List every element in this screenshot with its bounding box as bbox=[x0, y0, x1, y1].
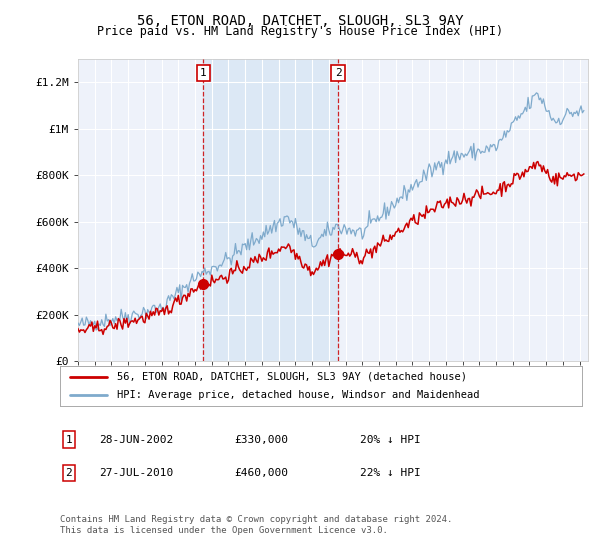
Text: £330,000: £330,000 bbox=[234, 435, 288, 445]
Text: £460,000: £460,000 bbox=[234, 468, 288, 478]
Text: 1: 1 bbox=[65, 435, 73, 445]
Text: 20% ↓ HPI: 20% ↓ HPI bbox=[360, 435, 421, 445]
Text: 27-JUL-2010: 27-JUL-2010 bbox=[99, 468, 173, 478]
Text: 2: 2 bbox=[335, 68, 341, 78]
Text: 28-JUN-2002: 28-JUN-2002 bbox=[99, 435, 173, 445]
Text: 22% ↓ HPI: 22% ↓ HPI bbox=[360, 468, 421, 478]
Text: Contains HM Land Registry data © Crown copyright and database right 2024.: Contains HM Land Registry data © Crown c… bbox=[60, 515, 452, 524]
Text: 56, ETON ROAD, DATCHET, SLOUGH, SL3 9AY: 56, ETON ROAD, DATCHET, SLOUGH, SL3 9AY bbox=[137, 14, 463, 28]
Text: 1: 1 bbox=[200, 68, 206, 78]
Text: 56, ETON ROAD, DATCHET, SLOUGH, SL3 9AY (detached house): 56, ETON ROAD, DATCHET, SLOUGH, SL3 9AY … bbox=[118, 372, 467, 381]
Bar bbox=[203, 59, 338, 361]
Text: Price paid vs. HM Land Registry's House Price Index (HPI): Price paid vs. HM Land Registry's House … bbox=[97, 25, 503, 38]
Text: HPI: Average price, detached house, Windsor and Maidenhead: HPI: Average price, detached house, Wind… bbox=[118, 390, 480, 400]
Text: 2: 2 bbox=[65, 468, 73, 478]
Text: This data is licensed under the Open Government Licence v3.0.: This data is licensed under the Open Gov… bbox=[60, 526, 388, 535]
